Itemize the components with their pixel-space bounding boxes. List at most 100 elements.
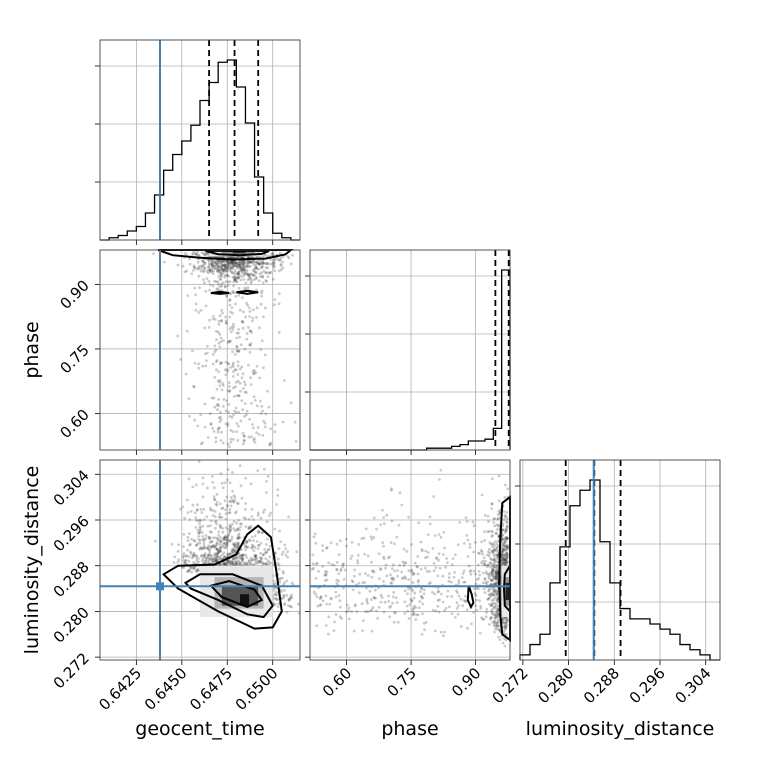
sample-point bbox=[223, 546, 227, 550]
sample-point bbox=[217, 283, 220, 286]
sample-point bbox=[193, 361, 197, 365]
sample-point bbox=[219, 361, 223, 364]
sample-point bbox=[192, 384, 196, 388]
sample-point bbox=[241, 554, 244, 557]
sample-point bbox=[241, 558, 244, 562]
sample-point bbox=[447, 579, 451, 583]
sample-point bbox=[261, 553, 265, 557]
sample-point bbox=[344, 537, 348, 541]
sample-point bbox=[276, 557, 280, 561]
sample-point bbox=[241, 262, 245, 265]
sample-point bbox=[185, 554, 188, 557]
sample-point bbox=[238, 260, 242, 263]
sample-point bbox=[242, 263, 246, 266]
sample-point bbox=[209, 536, 213, 540]
sample-point bbox=[321, 565, 325, 568]
sample-point bbox=[495, 578, 498, 581]
sample-point bbox=[279, 576, 282, 580]
sample-point bbox=[228, 560, 232, 563]
sample-point bbox=[212, 267, 216, 270]
sample-point bbox=[196, 542, 200, 545]
sample-point bbox=[368, 609, 372, 613]
sample-point bbox=[245, 337, 249, 341]
sample-point bbox=[222, 339, 225, 343]
sample-point bbox=[189, 552, 193, 555]
sample-point bbox=[436, 590, 440, 594]
sample-point bbox=[217, 530, 221, 534]
sample-point bbox=[370, 560, 373, 564]
sample-point bbox=[424, 566, 427, 570]
sample-point bbox=[392, 578, 395, 582]
sample-point bbox=[221, 384, 225, 387]
sample-point bbox=[216, 266, 220, 270]
sample-point bbox=[253, 260, 257, 264]
sample-point bbox=[256, 513, 260, 517]
sample-point bbox=[269, 442, 273, 446]
sample-point bbox=[216, 402, 220, 406]
sample-point bbox=[368, 589, 372, 593]
sample-point bbox=[202, 507, 206, 511]
sample-point bbox=[202, 538, 206, 541]
sample-point bbox=[256, 561, 260, 565]
sample-point bbox=[187, 568, 191, 572]
sample-point bbox=[245, 269, 249, 273]
sample-point bbox=[228, 561, 232, 565]
sample-point bbox=[220, 515, 224, 519]
sample-point bbox=[468, 542, 472, 546]
sample-point bbox=[504, 625, 508, 629]
sample-point bbox=[223, 264, 227, 268]
sample-point bbox=[392, 591, 396, 594]
sample-point bbox=[233, 278, 237, 282]
sample-point bbox=[215, 329, 218, 333]
sample-point bbox=[496, 621, 500, 625]
sample-point bbox=[227, 264, 231, 268]
sample-point bbox=[226, 266, 230, 270]
sample-point bbox=[279, 540, 283, 543]
sample-point bbox=[181, 264, 185, 268]
sample-point bbox=[458, 521, 462, 524]
sample-point bbox=[238, 269, 242, 273]
sample-point bbox=[506, 487, 510, 491]
sample-point bbox=[233, 278, 237, 281]
sample-point bbox=[216, 261, 220, 264]
sample-point bbox=[434, 566, 438, 569]
sample-point bbox=[497, 635, 500, 639]
sample-point bbox=[231, 560, 235, 564]
sample-point bbox=[227, 410, 230, 414]
sample-point bbox=[197, 460, 201, 463]
sample-point bbox=[466, 538, 470, 542]
sample-point bbox=[495, 542, 498, 546]
sample-point bbox=[379, 593, 383, 597]
sample-point bbox=[219, 539, 223, 543]
sample-point bbox=[323, 579, 327, 582]
sample-point bbox=[392, 620, 396, 624]
sample-point bbox=[249, 260, 253, 264]
sample-point bbox=[413, 561, 417, 565]
sample-point bbox=[497, 474, 501, 478]
sample-point bbox=[213, 376, 217, 379]
sample-point bbox=[202, 554, 206, 558]
sample-point bbox=[206, 559, 210, 563]
sample-point bbox=[211, 353, 215, 356]
sample-point bbox=[212, 559, 216, 563]
sample-point bbox=[237, 328, 241, 331]
sample-point bbox=[237, 265, 241, 269]
sample-point bbox=[350, 541, 354, 544]
sample-point bbox=[366, 554, 370, 558]
sample-point bbox=[230, 261, 233, 265]
sample-point bbox=[482, 571, 485, 575]
sample-point bbox=[234, 353, 237, 356]
sample-point bbox=[173, 555, 177, 559]
sample-point bbox=[211, 514, 215, 517]
sample-point bbox=[357, 581, 361, 585]
sample-point bbox=[202, 542, 206, 546]
sample-point bbox=[219, 259, 223, 263]
sample-point bbox=[222, 398, 226, 401]
sample-point bbox=[235, 336, 239, 340]
sample-point bbox=[266, 548, 270, 552]
sample-point bbox=[394, 611, 397, 614]
sample-point bbox=[239, 548, 243, 551]
sample-point bbox=[275, 593, 279, 597]
sample-point bbox=[245, 545, 249, 549]
